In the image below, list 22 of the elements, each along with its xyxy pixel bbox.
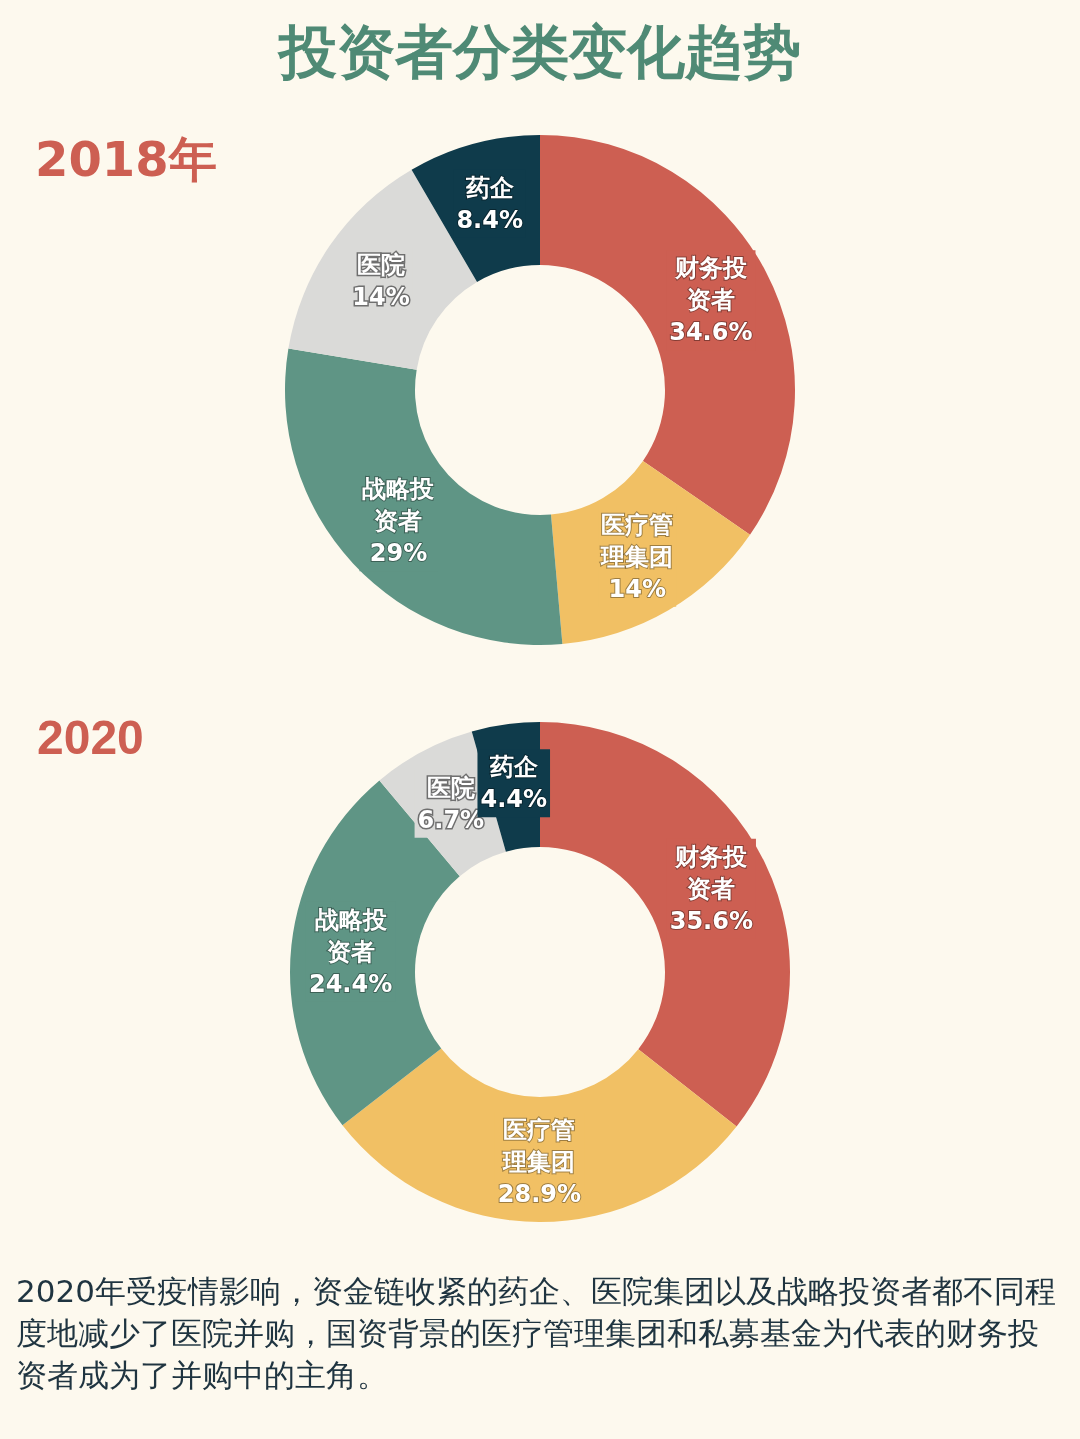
data-label: 14%: [608, 574, 666, 603]
slice-label: 财务投资者: [673, 254, 748, 315]
data-label: 14%: [352, 282, 410, 311]
data-label: 28.9%: [497, 1180, 582, 1209]
chart-title: 投资者分类变化趋势: [277, 18, 801, 86]
slice-label: 药企: [464, 173, 515, 202]
data-label: 34.6%: [669, 318, 753, 347]
slice-label: 医疗管理集团: [600, 510, 674, 571]
data-label: 35.6%: [669, 906, 753, 935]
text: 2020年受疫情影响，资金链收紧的药企、医院集团以及战略投资者都不同程度地减少了医院并购，国资背景的医疗管理集团和私募基金为代表的财务投资者成为了并购中的主角。: [16, 1273, 1056, 1393]
data-label: 29%: [369, 539, 428, 568]
data-label: 24.4%: [308, 969, 393, 998]
slice-label: 战略投资者: [314, 905, 388, 966]
slice-label: 财务投资者: [674, 842, 749, 903]
slice-label: 药企: [488, 753, 539, 782]
chart-title: 2020: [37, 710, 144, 764]
data-label: 8.4%: [456, 205, 523, 234]
slice-label: 医疗管理集团: [502, 1116, 576, 1177]
slice-label: 战略投资者: [362, 475, 436, 536]
chart-subtitle: 2018年: [35, 131, 217, 187]
slice-label: 医院: [426, 773, 475, 802]
slice-label: 医院: [357, 250, 406, 279]
